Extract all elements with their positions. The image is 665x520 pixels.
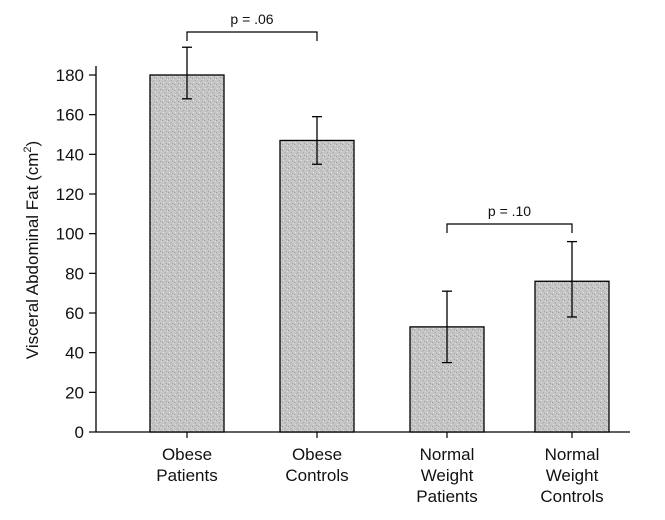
- bar: [149, 74, 225, 433]
- y-tick-label: 80: [65, 264, 84, 283]
- y-tick-label: 40: [65, 344, 84, 363]
- significance-bracket: [446, 223, 573, 233]
- y-axis-title-main: Visceral Abdominal Fat (cm: [23, 153, 42, 360]
- bar: [279, 139, 355, 433]
- y-axis-title-superscript: 2: [22, 146, 34, 152]
- y-tick-label: 0: [75, 423, 84, 442]
- y-tick-label: 60: [65, 304, 84, 323]
- category-label-line: Patients: [416, 487, 477, 506]
- category-label: Obese Patients: [156, 445, 217, 485]
- category-label-line: Normal: [545, 445, 600, 464]
- category-label-line: Normal: [420, 445, 475, 464]
- significance-bracket: [186, 31, 318, 41]
- category-label-line: Obese: [162, 445, 212, 464]
- y-tick-label: 100: [56, 225, 84, 244]
- y-axis-title-close: ): [23, 141, 42, 147]
- category-label-line: Patients: [156, 466, 217, 485]
- category-label-line: Weight: [421, 466, 474, 485]
- y-tick-label: 160: [56, 106, 84, 125]
- significance-label: p = .06: [230, 11, 273, 27]
- category-label-line: Obese: [292, 445, 342, 464]
- category-label-line: Controls: [540, 487, 603, 506]
- category-label-line: Weight: [546, 466, 599, 485]
- y-tick-label: 20: [65, 383, 84, 402]
- y-axis-title: Visceral Abdominal Fat (cm2): [22, 141, 42, 359]
- y-tick-label: 180: [56, 66, 84, 85]
- y-tick-label: 120: [56, 185, 84, 204]
- category-label: Obese Controls: [285, 445, 348, 485]
- significance-label: p = .10: [488, 203, 531, 219]
- category-label: Normal Weight Controls: [540, 445, 603, 506]
- category-label: Normal Weight Patients: [416, 445, 477, 506]
- category-label-line: Controls: [285, 466, 348, 485]
- y-tick-label: 140: [56, 145, 84, 164]
